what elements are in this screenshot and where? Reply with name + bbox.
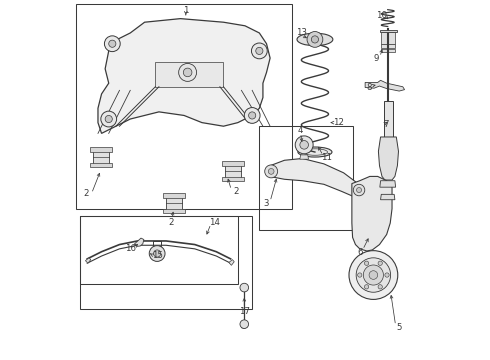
Polygon shape: [266, 158, 360, 196]
Polygon shape: [381, 32, 395, 44]
Circle shape: [183, 68, 192, 77]
Polygon shape: [90, 147, 112, 152]
Polygon shape: [222, 177, 244, 181]
Polygon shape: [90, 163, 112, 167]
Circle shape: [357, 188, 362, 193]
Polygon shape: [381, 49, 395, 51]
Text: 2: 2: [234, 187, 239, 196]
Circle shape: [256, 47, 263, 54]
Polygon shape: [163, 193, 185, 198]
Text: 6: 6: [357, 248, 363, 257]
Text: 17: 17: [239, 307, 250, 316]
Circle shape: [251, 43, 267, 59]
Circle shape: [101, 111, 117, 127]
Text: 8: 8: [366, 83, 371, 92]
Polygon shape: [381, 194, 395, 200]
Circle shape: [105, 116, 112, 123]
Circle shape: [109, 40, 116, 47]
Text: 2: 2: [83, 189, 89, 198]
Circle shape: [295, 136, 313, 154]
Circle shape: [104, 36, 120, 51]
Ellipse shape: [297, 33, 333, 46]
Text: 13: 13: [296, 28, 307, 37]
Circle shape: [245, 108, 260, 123]
Text: 5: 5: [396, 323, 402, 332]
Circle shape: [240, 283, 248, 292]
Circle shape: [356, 258, 391, 292]
Polygon shape: [242, 323, 247, 328]
Circle shape: [365, 285, 368, 289]
Text: 15: 15: [152, 251, 163, 260]
Polygon shape: [352, 176, 392, 251]
Polygon shape: [300, 155, 309, 159]
Polygon shape: [155, 62, 223, 87]
Polygon shape: [225, 164, 241, 179]
Polygon shape: [163, 209, 185, 213]
Text: 7: 7: [383, 120, 389, 129]
Circle shape: [358, 273, 362, 277]
Polygon shape: [166, 196, 182, 211]
Circle shape: [364, 265, 383, 285]
Circle shape: [385, 273, 389, 277]
Circle shape: [378, 285, 382, 289]
Circle shape: [378, 261, 382, 265]
Text: 12: 12: [334, 118, 344, 127]
Text: 3: 3: [263, 199, 269, 208]
Circle shape: [265, 165, 278, 178]
Circle shape: [369, 271, 378, 279]
Text: 11: 11: [321, 153, 332, 162]
Circle shape: [349, 251, 398, 300]
Polygon shape: [365, 80, 405, 91]
Circle shape: [353, 184, 365, 196]
Text: 14: 14: [209, 218, 220, 227]
Polygon shape: [378, 137, 398, 180]
Polygon shape: [229, 260, 234, 265]
Text: 4: 4: [298, 126, 303, 135]
Circle shape: [153, 250, 161, 257]
Text: 9: 9: [374, 54, 379, 63]
Circle shape: [179, 63, 196, 81]
Circle shape: [300, 140, 309, 149]
Polygon shape: [380, 181, 395, 187]
Circle shape: [240, 320, 248, 328]
Polygon shape: [222, 161, 244, 166]
Circle shape: [269, 168, 274, 174]
Circle shape: [248, 112, 256, 119]
Text: 1: 1: [183, 6, 189, 15]
Circle shape: [307, 32, 323, 47]
Text: 2: 2: [169, 218, 174, 227]
Circle shape: [311, 36, 318, 43]
Text: 16: 16: [125, 244, 136, 253]
Polygon shape: [85, 258, 91, 263]
Polygon shape: [384, 101, 393, 137]
Polygon shape: [381, 44, 395, 48]
Text: 10: 10: [376, 10, 387, 19]
Polygon shape: [135, 238, 144, 246]
Circle shape: [149, 246, 165, 261]
Ellipse shape: [298, 147, 332, 157]
Polygon shape: [98, 19, 270, 134]
Circle shape: [365, 261, 368, 265]
Polygon shape: [380, 30, 397, 32]
Polygon shape: [93, 150, 109, 165]
